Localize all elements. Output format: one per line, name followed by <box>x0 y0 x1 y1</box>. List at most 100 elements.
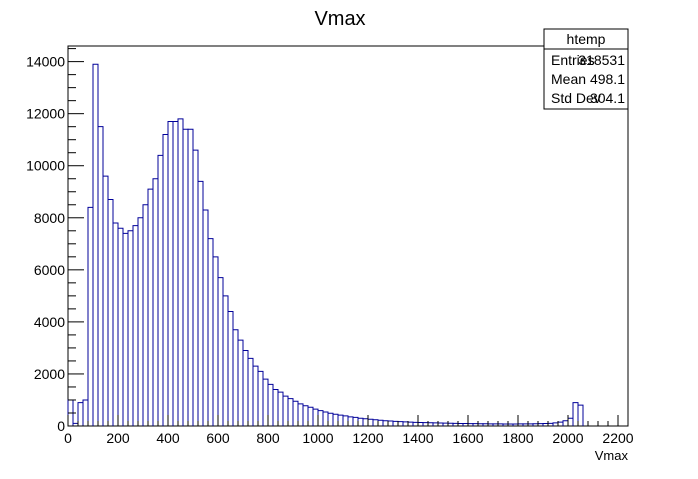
histogram-bar <box>372 419 379 426</box>
histogram-bar <box>577 404 584 426</box>
histogram-bar <box>142 204 149 426</box>
histogram-bar <box>122 232 129 426</box>
stats-stddev-label: Std Dev <box>551 90 601 106</box>
histogram-bar <box>192 149 199 426</box>
histogram-bar <box>127 230 134 426</box>
stats-entries-label: Entries <box>551 52 595 68</box>
histogram-bar <box>212 256 219 426</box>
histogram-bar <box>352 416 359 426</box>
histogram-bar <box>162 133 169 426</box>
histogram-bar <box>82 399 89 426</box>
histogram-bar <box>312 408 319 426</box>
histogram-bar <box>97 126 104 426</box>
stats-mean-label: Mean <box>551 71 586 87</box>
x-tick-label: 1600 <box>452 430 483 446</box>
histogram-bar <box>132 225 139 426</box>
histogram-bar <box>307 406 314 426</box>
histogram-bar <box>377 419 384 426</box>
chart-title: Vmax <box>314 8 365 30</box>
histogram-bar <box>272 389 279 426</box>
histogram-bar <box>252 365 259 426</box>
histogram-bar <box>117 227 124 426</box>
histogram-bar <box>182 128 189 426</box>
histogram-bar <box>267 383 274 426</box>
histogram-bar <box>412 421 419 426</box>
histogram-bar <box>177 118 184 426</box>
histogram-bar <box>227 310 234 426</box>
histogram-bar <box>277 391 284 426</box>
histogram-bar <box>557 421 564 426</box>
histogram-bar <box>172 120 179 426</box>
histogram-bar <box>202 209 209 426</box>
histogram-bar <box>282 395 289 426</box>
x-tick-label: 0 <box>64 430 72 446</box>
histogram-bar <box>167 120 174 426</box>
histogram-bar <box>147 188 154 426</box>
x-tick-label: 1200 <box>352 430 383 446</box>
histogram-bar <box>157 154 164 426</box>
histogram-bar <box>342 415 349 426</box>
stats-stddev-value: 304.1 <box>590 90 625 106</box>
histogram-bar <box>247 357 254 426</box>
stats-entries-value: 318531 <box>578 52 625 68</box>
histogram-bar <box>382 420 389 426</box>
histogram-bar <box>367 418 374 426</box>
histogram-bar <box>392 420 399 426</box>
histogram-bar <box>102 175 109 426</box>
histogram-bar <box>187 128 194 426</box>
histogram-bar <box>262 378 269 426</box>
histogram-bar <box>292 400 299 426</box>
histogram-bar <box>222 295 229 426</box>
y-tick-label: 14000 <box>26 54 65 70</box>
y-tick-label: 12000 <box>26 106 65 122</box>
stats-title: htemp <box>567 31 606 47</box>
x-tick-label: 1400 <box>402 430 433 446</box>
histogram-bar <box>197 180 204 426</box>
histogram-bar <box>572 402 579 426</box>
histogram-bar <box>567 417 574 426</box>
x-tick-label: 800 <box>256 430 280 446</box>
histogram-bar <box>302 405 309 426</box>
y-tick-label: 2000 <box>34 366 65 382</box>
histogram-bar <box>232 329 239 426</box>
histogram-bar <box>242 350 249 426</box>
histogram-bar <box>237 339 244 426</box>
histogram-bar <box>87 206 94 426</box>
x-tick-label: 1800 <box>502 430 533 446</box>
x-tick-label: 400 <box>156 430 180 446</box>
histogram-bar <box>107 199 114 426</box>
x-tick-label: 2200 <box>602 430 633 446</box>
histogram-bar <box>357 417 364 426</box>
x-tick-label: 600 <box>206 430 230 446</box>
histogram-bar <box>92 63 99 426</box>
histogram-bar <box>297 403 304 426</box>
stats-box: htemp Entries 318531 Mean 498.1 Std Dev … <box>543 28 629 110</box>
histogram-bar <box>347 416 354 426</box>
histogram-bar <box>112 222 119 426</box>
y-tick-label: 10000 <box>26 158 65 174</box>
histogram-bar <box>417 421 424 426</box>
histogram-bar <box>137 217 144 426</box>
y-tick-label: 6000 <box>34 262 65 278</box>
histogram-bar <box>287 398 294 426</box>
histogram-bar <box>562 420 569 426</box>
y-tick-label: 8000 <box>34 210 65 226</box>
histogram-bar <box>207 238 214 426</box>
histogram-bar <box>332 413 339 426</box>
histogram-bar <box>362 418 369 426</box>
x-axis-label: Vmax <box>595 448 629 463</box>
plot-area: 0 200 400 600 800 1000 1200 1400 1600 1800 2000 220… <box>26 45 634 446</box>
stats-box-frame <box>543 28 629 110</box>
histogram-bar <box>257 370 264 426</box>
histogram-bar <box>217 277 224 426</box>
histogram-bar <box>397 421 404 426</box>
histogram-bar <box>402 421 409 426</box>
histogram-bar <box>77 402 84 426</box>
histogram-bar <box>322 411 329 426</box>
stats-mean-value: 498.1 <box>590 71 625 87</box>
histogram-bar <box>317 410 324 426</box>
histogram-bar <box>407 421 414 426</box>
histogram-bar <box>152 178 159 426</box>
histogram-bar <box>327 412 334 426</box>
